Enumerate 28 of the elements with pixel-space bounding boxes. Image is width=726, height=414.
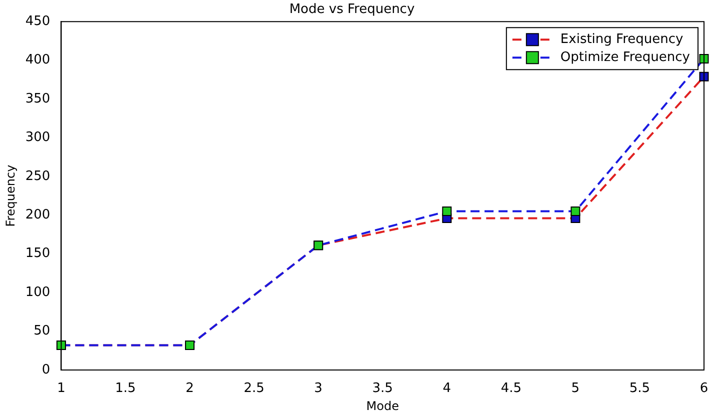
x-tick-label: 2.5 [244, 381, 264, 396]
y-tick-label: 150 [25, 246, 50, 262]
x-tick-label: 6 [700, 381, 708, 396]
x-axis-title: Mode [366, 398, 399, 413]
x-tick-label: 1 [57, 381, 66, 396]
point [570, 206, 580, 216]
y-tick-label: 300 [25, 130, 50, 146]
y-tick-label: 450 [25, 14, 50, 29]
legend-label: Optimize Frequency [560, 50, 690, 65]
x-tick-label: 5 [571, 381, 580, 396]
y-tick-label: 50 [34, 324, 50, 339]
x-tick-label: 4 [442, 381, 452, 396]
y-tick-label: 100 [25, 284, 50, 300]
x-tick-label: 4.5 [500, 381, 522, 396]
chart-title: Mode vs Frequency [289, 2, 415, 18]
x-tick-label: 2 [186, 381, 194, 396]
y-axis-title: Frequency [3, 164, 18, 227]
y-tick-label: 200 [25, 208, 50, 223]
legend-label: Existing Frequency [560, 32, 684, 47]
y-tick-label: 350 [25, 91, 50, 106]
x-tick-label: 3.5 [372, 381, 393, 396]
x-tick-label: 5.5 [629, 381, 650, 396]
y-tick-label: 400 [25, 52, 50, 68]
x-tick-label: 1.5 [115, 381, 136, 396]
y-tick-label: 0 [42, 362, 50, 378]
point [442, 206, 452, 216]
y-tick-label: 250 [25, 168, 50, 184]
x-tick-label: 3 [314, 381, 322, 396]
